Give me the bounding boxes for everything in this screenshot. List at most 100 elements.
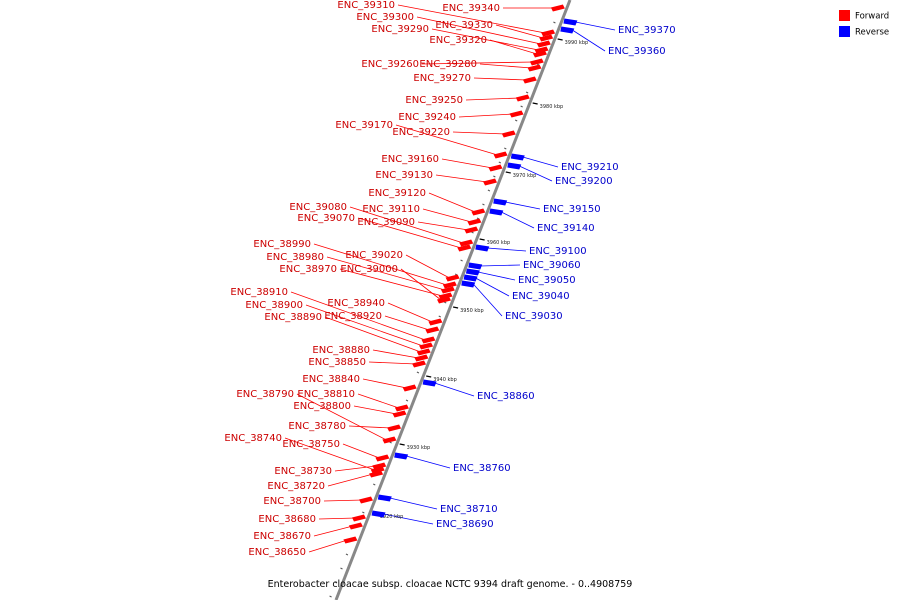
reverse-gene-label[interactable]: ENC_39210 xyxy=(561,162,619,173)
forward-gene-arrow[interactable] xyxy=(370,466,385,474)
forward-gene-label[interactable]: ENC_39330 xyxy=(435,20,493,31)
forward-gene-label[interactable]: ENC_38970 xyxy=(279,264,337,275)
forward-gene-label[interactable]: ENC_39130 xyxy=(375,170,433,181)
forward-gene-arrow[interactable] xyxy=(471,208,486,216)
forward-gene-arrow[interactable] xyxy=(493,151,508,159)
reverse-gene-label[interactable]: ENC_38710 xyxy=(440,504,498,515)
forward-gene-label[interactable]: ENC_38900 xyxy=(245,300,303,311)
forward-gene-label[interactable]: ENC_39320 xyxy=(429,35,487,46)
forward-gene-label[interactable]: ENC_38750 xyxy=(282,439,340,450)
forward-gene-arrow[interactable] xyxy=(464,226,479,234)
forward-gene-arrow[interactable] xyxy=(369,470,384,478)
forward-gene-arrow[interactable] xyxy=(437,296,451,304)
forward-gene-arrow[interactable] xyxy=(539,34,554,42)
reverse-gene-arrow[interactable] xyxy=(468,262,483,270)
forward-gene-label[interactable]: ENC_39110 xyxy=(362,204,420,215)
forward-gene-label[interactable]: ENC_39220 xyxy=(392,127,450,138)
forward-gene-arrow[interactable] xyxy=(532,50,547,58)
forward-gene-label[interactable]: ENC_39120 xyxy=(368,188,426,199)
forward-gene-arrow[interactable] xyxy=(536,40,551,48)
forward-gene-label[interactable]: ENC_38650 xyxy=(248,547,306,558)
reverse-gene-arrow[interactable] xyxy=(461,280,476,288)
forward-gene-arrow[interactable] xyxy=(459,239,474,247)
reverse-gene-arrow[interactable] xyxy=(422,379,437,387)
forward-gene-label[interactable]: ENC_38920 xyxy=(324,311,382,322)
forward-gene-label[interactable]: ENC_39170 xyxy=(335,120,393,131)
reverse-gene-label[interactable]: ENC_39140 xyxy=(537,223,595,234)
forward-gene-label[interactable]: ENC_38730 xyxy=(274,466,332,477)
reverse-gene-arrow[interactable] xyxy=(507,162,522,170)
forward-gene-label[interactable]: ENC_39000 xyxy=(340,264,398,275)
reverse-gene-label[interactable]: ENC_39150 xyxy=(543,204,601,215)
reverse-gene-label[interactable]: ENC_39060 xyxy=(523,260,581,271)
forward-gene-label[interactable]: ENC_38910 xyxy=(230,287,288,298)
forward-gene-label[interactable]: ENC_39240 xyxy=(398,112,456,123)
forward-gene-arrow[interactable] xyxy=(515,94,530,102)
reverse-gene-label[interactable]: ENC_39050 xyxy=(518,275,576,286)
reverse-gene-arrow[interactable] xyxy=(560,26,575,34)
reverse-gene-label[interactable]: ENC_39030 xyxy=(505,311,563,322)
forward-gene-arrow[interactable] xyxy=(394,404,409,412)
forward-gene-arrow[interactable] xyxy=(343,536,358,544)
forward-gene-arrow[interactable] xyxy=(457,244,472,252)
forward-gene-label[interactable]: ENC_39020 xyxy=(345,250,403,261)
forward-gene-label[interactable]: ENC_38800 xyxy=(293,401,351,412)
reverse-gene-arrow[interactable] xyxy=(510,153,525,161)
forward-gene-label[interactable]: ENC_39280 xyxy=(419,59,477,70)
forward-gene-arrow[interactable] xyxy=(488,164,503,172)
reverse-gene-arrow[interactable] xyxy=(394,452,409,460)
forward-gene-arrow[interactable] xyxy=(414,354,429,362)
reverse-gene-arrow[interactable] xyxy=(371,510,386,518)
forward-gene-label[interactable]: ENC_39290 xyxy=(371,24,429,35)
forward-gene-arrow[interactable] xyxy=(412,360,427,368)
forward-gene-arrow[interactable] xyxy=(348,522,363,530)
forward-gene-arrow[interactable] xyxy=(416,348,431,356)
forward-gene-arrow[interactable] xyxy=(428,318,443,326)
forward-gene-arrow[interactable] xyxy=(529,58,544,66)
forward-gene-label[interactable]: ENC_38700 xyxy=(263,496,321,507)
forward-gene-arrow[interactable] xyxy=(382,436,397,444)
forward-gene-label[interactable]: ENC_38990 xyxy=(253,239,311,250)
forward-gene-arrow[interactable] xyxy=(387,424,402,432)
forward-gene-arrow[interactable] xyxy=(527,64,542,72)
forward-gene-label[interactable]: ENC_38880 xyxy=(312,345,370,356)
forward-gene-label[interactable]: ENC_39250 xyxy=(405,95,463,106)
forward-gene-arrow[interactable] xyxy=(359,496,373,504)
reverse-gene-label[interactable]: ENC_38690 xyxy=(436,519,494,530)
forward-gene-arrow[interactable] xyxy=(392,410,407,418)
reverse-gene-arrow[interactable] xyxy=(563,18,578,26)
forward-gene-arrow[interactable] xyxy=(402,384,417,392)
forward-gene-label[interactable]: ENC_38780 xyxy=(288,421,346,432)
reverse-gene-arrow[interactable] xyxy=(475,244,490,252)
reverse-gene-arrow[interactable] xyxy=(489,208,504,216)
forward-gene-arrow[interactable] xyxy=(375,454,390,462)
forward-gene-label[interactable]: ENC_39300 xyxy=(356,12,414,23)
forward-gene-label[interactable]: ENC_38790 xyxy=(236,389,294,400)
reverse-gene-arrow[interactable] xyxy=(377,494,392,502)
forward-gene-arrow[interactable] xyxy=(438,292,453,300)
reverse-gene-label[interactable]: ENC_39200 xyxy=(555,176,613,187)
forward-gene-label[interactable]: ENC_38940 xyxy=(327,298,385,309)
forward-gene-label[interactable]: ENC_38670 xyxy=(253,531,311,542)
forward-gene-label[interactable]: ENC_39270 xyxy=(413,73,471,84)
forward-gene-label[interactable]: ENC_38890 xyxy=(264,312,322,323)
forward-gene-arrow[interactable] xyxy=(534,46,549,54)
forward-gene-label[interactable]: ENC_39340 xyxy=(442,3,500,14)
forward-gene-label[interactable]: ENC_39090 xyxy=(357,217,415,228)
forward-gene-arrow[interactable] xyxy=(483,178,498,186)
reverse-gene-label[interactable]: ENC_39360 xyxy=(608,46,666,57)
forward-gene-label[interactable]: ENC_38980 xyxy=(266,252,324,263)
forward-gene-arrow[interactable] xyxy=(509,110,524,118)
forward-gene-label[interactable]: ENC_39310 xyxy=(337,0,395,11)
forward-gene-arrow[interactable] xyxy=(351,514,366,522)
reverse-gene-arrow[interactable] xyxy=(465,268,480,276)
forward-gene-label[interactable]: ENC_38810 xyxy=(297,389,355,400)
reverse-gene-label[interactable]: ENC_39040 xyxy=(512,291,570,302)
forward-gene-arrow[interactable] xyxy=(425,326,440,334)
forward-gene-arrow[interactable] xyxy=(501,130,516,138)
forward-gene-arrow[interactable] xyxy=(442,281,457,289)
forward-gene-label[interactable]: ENC_38850 xyxy=(308,357,366,368)
forward-gene-label[interactable]: ENC_39260 xyxy=(361,59,419,70)
forward-gene-label[interactable]: ENC_39080 xyxy=(289,202,347,213)
forward-gene-label[interactable]: ENC_38740 xyxy=(224,433,282,444)
